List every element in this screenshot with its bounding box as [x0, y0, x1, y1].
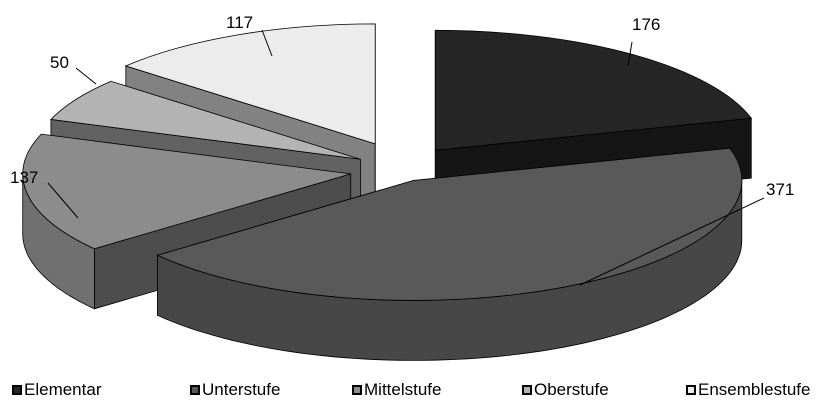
legend-item-oberstufe: Oberstufe — [522, 380, 609, 400]
leader-line-mittelstufe — [47, 182, 79, 219]
data-label-unterstufe: 371 — [766, 180, 794, 199]
legend-label-ensemblestufe: Ensemblestufe — [698, 380, 811, 399]
legend-swatch-oberstufe — [522, 385, 532, 395]
leader-line-elementar — [627, 41, 633, 67]
slice-unterstufe — [156, 147, 743, 361]
leader-line-ensemblestufe — [261, 29, 273, 57]
data-label-mittelstufe: 137 — [10, 168, 38, 187]
legend-label-elementar: Elementar — [24, 380, 102, 399]
legend-item-ensemblestufe: Ensemblestufe — [686, 380, 810, 400]
legend-swatch-mittelstufe — [352, 385, 362, 395]
legend-label-mittelstufe: Mittelstufe — [364, 380, 442, 399]
legend-label-unterstufe: Unterstufe — [202, 380, 281, 399]
legend-item-unterstufe: Unterstufe — [190, 380, 280, 400]
leader-line-oberstufe — [75, 67, 97, 85]
data-label-oberstufe: 50 — [50, 53, 69, 72]
data-label-elementar: 176 — [632, 15, 660, 34]
legend-swatch-elementar — [12, 385, 22, 395]
legend-swatch-ensemblestufe — [686, 385, 696, 395]
legend-swatch-unterstufe — [190, 385, 200, 395]
pie-chart: 176 371 137 50 117 — [10, 13, 794, 361]
leader-line-unterstufe — [579, 197, 765, 286]
legend-item-mittelstufe: Mittelstufe — [352, 380, 441, 400]
legend-label-oberstufe: Oberstufe — [534, 380, 609, 399]
legend: Elementar Unterstufe Mittelstufe Oberstufe E… — [0, 380, 832, 404]
data-label-ensemblestufe: 117 — [226, 13, 253, 32]
legend-item-elementar: Elementar — [12, 380, 101, 400]
